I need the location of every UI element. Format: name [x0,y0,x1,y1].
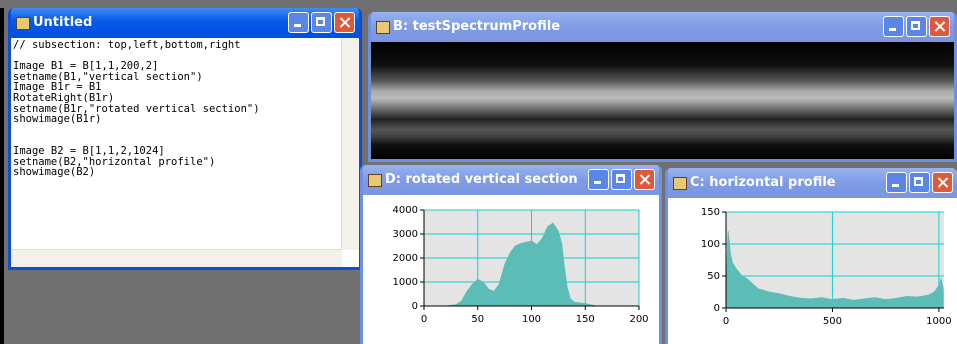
title-bar[interactable]: B: testSpectrumProfile [371,12,954,42]
y-tick-label: 50 [707,271,720,282]
maximize[interactable] [611,169,632,190]
close[interactable] [929,16,950,37]
window-buttons [883,16,950,37]
frame-edge [0,8,4,344]
minimize[interactable] [883,16,904,37]
editor-area[interactable]: // subsection: top,left,bottom,right Ima… [11,38,359,267]
icon [376,21,390,34]
desktop: Untitled // subsection: top,left,bottom,… [0,0,957,344]
window-buttons [288,12,355,33]
y-tick-label: 0 [714,303,720,314]
v-scrollbar[interactable] [341,38,359,250]
close[interactable] [334,12,355,33]
x-tick-label: 0 [421,314,427,325]
minimize[interactable] [886,172,907,193]
maximize[interactable] [906,16,927,37]
window-title: Untitled [33,15,92,30]
y-tick-label: 0 [412,301,418,312]
title-bar[interactable]: C: horizontal profile [668,168,957,198]
code: // subsection: top,left,bottom,right Ima… [11,38,359,178]
x-tick-label: 50 [471,314,484,325]
y-tick-label: 3000 [393,229,418,240]
h-scrollbar[interactable] [11,249,342,267]
x-tick-label: 150 [576,314,595,325]
image-window[interactable]: B: testSpectrumProfile [368,12,957,162]
x-tick-label: 500 [823,316,842,327]
icon [673,177,687,190]
x-tick-label: 0 [723,316,729,327]
spectrum-image [371,42,954,159]
minimize[interactable] [288,12,309,33]
maximize[interactable] [909,172,930,193]
minimize[interactable] [588,169,609,190]
window-buttons [588,169,655,190]
maximize[interactable] [311,12,332,33]
y-tick-label: 100 [701,239,720,250]
window-buttons [886,172,953,193]
y-tick-label: 4000 [393,205,418,216]
title-bar[interactable]: D: rotated vertical section [363,165,659,195]
window-title: D: rotated vertical section [385,172,578,187]
x-tick-label: 1000 [926,316,951,327]
chart-window[interactable]: C: horizontal profile 0 50 100 150 0 500 1000 [665,168,957,344]
chart: 0 1000 2000 3000 4000 0 50 100 150 200 [363,195,659,344]
editor-window[interactable]: Untitled // subsection: top,left,bottom,… [8,8,362,270]
title-bar[interactable]: Untitled [11,8,359,38]
close[interactable] [932,172,953,193]
close[interactable] [634,169,655,190]
y-tick-label: 150 [701,207,720,218]
chart: 0 50 100 150 0 500 1000 [668,198,957,344]
icon [16,17,30,30]
icon [368,174,382,187]
y-tick-label: 2000 [393,253,418,264]
window-title: B: testSpectrumProfile [393,19,560,34]
x-tick-label: 200 [629,314,648,325]
x-tick-label: 100 [522,314,541,325]
window-title: C: horizontal profile [690,175,836,190]
y-tick-label: 1000 [393,277,418,288]
